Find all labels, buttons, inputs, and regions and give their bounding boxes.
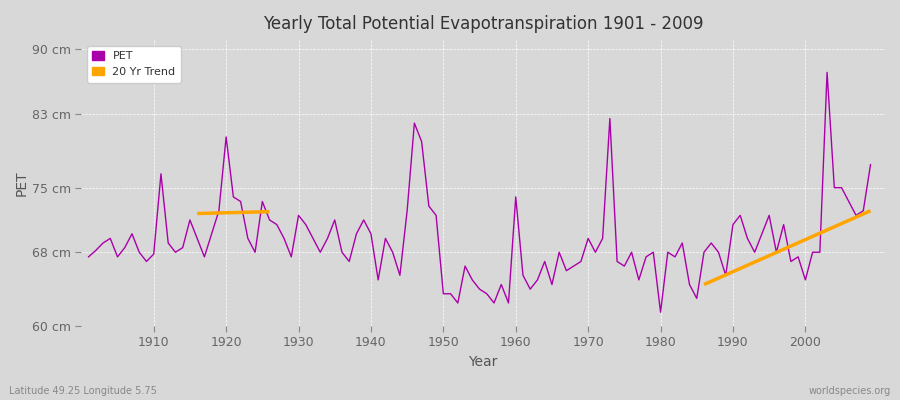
Title: Yearly Total Potential Evapotranspiration 1901 - 2009: Yearly Total Potential Evapotranspiratio…: [263, 15, 704, 33]
Legend: PET, 20 Yr Trend: PET, 20 Yr Trend: [87, 46, 181, 82]
Y-axis label: PET: PET: [15, 170, 29, 196]
X-axis label: Year: Year: [469, 355, 498, 369]
Text: worldspecies.org: worldspecies.org: [809, 386, 891, 396]
Text: Latitude 49.25 Longitude 5.75: Latitude 49.25 Longitude 5.75: [9, 386, 157, 396]
